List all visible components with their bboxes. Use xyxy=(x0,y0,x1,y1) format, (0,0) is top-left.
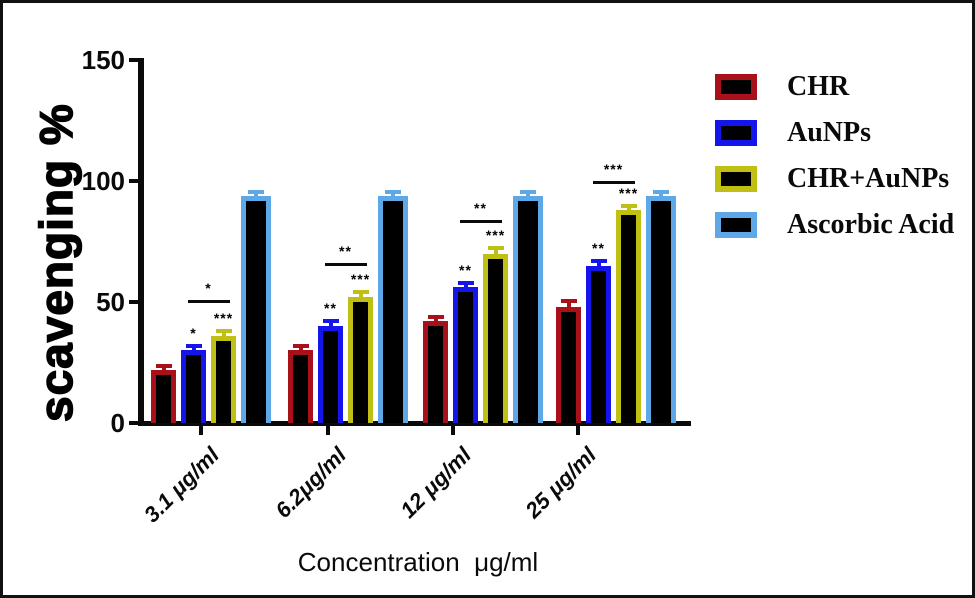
bar-aunps xyxy=(586,265,611,423)
error-bar-cap-ascorbic-acid xyxy=(385,189,401,194)
legend-swatch-ascorbic-acid xyxy=(715,212,757,238)
sig-line xyxy=(459,219,502,223)
bar-aunps xyxy=(453,287,478,423)
sig-stars-aunps: ** xyxy=(324,300,337,317)
sig-line xyxy=(592,181,635,184)
error-bar-cap-aunps xyxy=(322,319,339,324)
error-bar-aunps xyxy=(191,345,196,351)
bar-chr xyxy=(288,350,313,423)
sig-line-label: *** xyxy=(603,161,624,177)
sig-stars-aunps: ** xyxy=(459,261,472,278)
legend-swatch-aunps xyxy=(715,120,757,146)
bar-ascorbic-acid xyxy=(241,195,271,423)
bar-chr-aunps xyxy=(211,335,236,423)
error-bar-cap-ascorbic-acid xyxy=(248,189,264,194)
error-bar-cap-chr-aunps xyxy=(487,245,504,250)
sig-stars-aunps: * xyxy=(190,324,197,341)
legend-swatch-chr-aunps xyxy=(715,166,757,192)
error-bar-cap-chr-aunps xyxy=(352,290,369,295)
legend-item-aunps: AuNPs xyxy=(715,117,954,149)
error-bar-cap-aunps xyxy=(185,343,202,348)
error-bar-cap-ascorbic-acid xyxy=(520,189,536,194)
bar-aunps xyxy=(181,350,206,423)
legend-label: CHR xyxy=(787,71,850,102)
y-tick-label: 150 xyxy=(81,45,125,75)
bar-chr-aunps xyxy=(483,253,508,423)
error-bar-cap-chr-aunps xyxy=(620,204,637,209)
y-tick-label: 0 xyxy=(110,408,125,438)
error-bar-chr xyxy=(566,300,571,307)
legend-swatch-chr xyxy=(715,74,757,100)
sig-stars-chr-aunps: *** xyxy=(350,271,371,288)
legend-item-ascorbic-acid: Ascorbic Acid xyxy=(715,209,954,241)
y-tick-label: 100 xyxy=(81,166,125,196)
sig-stars-chr-aunps: *** xyxy=(485,226,506,243)
error-bar-cap-chr-aunps xyxy=(215,329,232,334)
x-tick-mark xyxy=(326,426,330,435)
error-bar-cap-chr xyxy=(155,364,172,369)
x-axis-title: Concentration μg/ml xyxy=(297,547,539,577)
error-bar-chr-aunps xyxy=(358,292,363,298)
error-bar-cap-aunps xyxy=(590,258,607,263)
error-bar-aunps xyxy=(463,282,468,288)
error-bar-cap-chr xyxy=(560,298,577,303)
sig-stars-chr-aunps: *** xyxy=(618,185,639,202)
y-tick-mark xyxy=(129,421,138,425)
y-tick-mark xyxy=(129,58,138,62)
x-category-label: 3.1 μg/ml xyxy=(138,442,224,528)
sig-line-label: * xyxy=(205,279,212,296)
legend-item-chr-aunps: CHR+AuNPs xyxy=(715,163,954,195)
x-axis-line xyxy=(138,421,691,426)
x-tick-mark xyxy=(199,426,203,435)
bar-chr-aunps xyxy=(616,210,641,423)
error-bar-cap-aunps xyxy=(457,280,474,285)
legend-item-chr: CHR xyxy=(715,71,954,103)
error-bar-chr xyxy=(298,345,303,351)
x-tick-mark xyxy=(451,426,455,435)
x-tick-mark xyxy=(576,426,580,435)
bar-chr xyxy=(151,369,176,423)
error-bar-chr-aunps xyxy=(493,247,498,254)
error-bar-aunps xyxy=(328,321,333,327)
bar-chr xyxy=(556,306,581,423)
sig-line-label: ** xyxy=(474,199,487,216)
legend-label: AuNPs xyxy=(787,117,872,148)
legend: CHR AuNPs CHR+AuNPs Ascorbic Acid xyxy=(715,71,954,255)
sig-stars-chr-aunps: *** xyxy=(213,310,234,327)
error-bar-aunps xyxy=(596,260,601,266)
sig-line-label: ** xyxy=(339,243,352,260)
y-tick-label: 50 xyxy=(96,287,125,317)
error-bar-chr xyxy=(433,316,438,322)
bar-ascorbic-acid xyxy=(513,195,543,423)
error-bar-cap-chr xyxy=(427,314,444,319)
legend-label: Ascorbic Acid xyxy=(787,209,955,240)
y-axis-title: scavenging % xyxy=(29,103,83,423)
legend-label: CHR+AuNPs xyxy=(787,163,950,194)
bar-chr xyxy=(423,321,448,423)
error-bar-cap-ascorbic-acid xyxy=(653,189,669,194)
error-bar-cap-chr xyxy=(292,343,309,348)
bar-ascorbic-acid xyxy=(646,195,676,423)
y-axis-line xyxy=(138,58,144,426)
bar-chr-aunps xyxy=(348,297,373,423)
sig-line xyxy=(324,263,367,267)
y-tick-mark xyxy=(129,300,138,304)
bar-ascorbic-acid xyxy=(378,195,408,423)
sig-line xyxy=(187,299,230,303)
sig-stars-aunps: ** xyxy=(592,239,605,256)
bar-aunps xyxy=(318,326,343,423)
error-bar-chr-aunps xyxy=(221,331,226,336)
y-tick-mark xyxy=(129,179,138,183)
